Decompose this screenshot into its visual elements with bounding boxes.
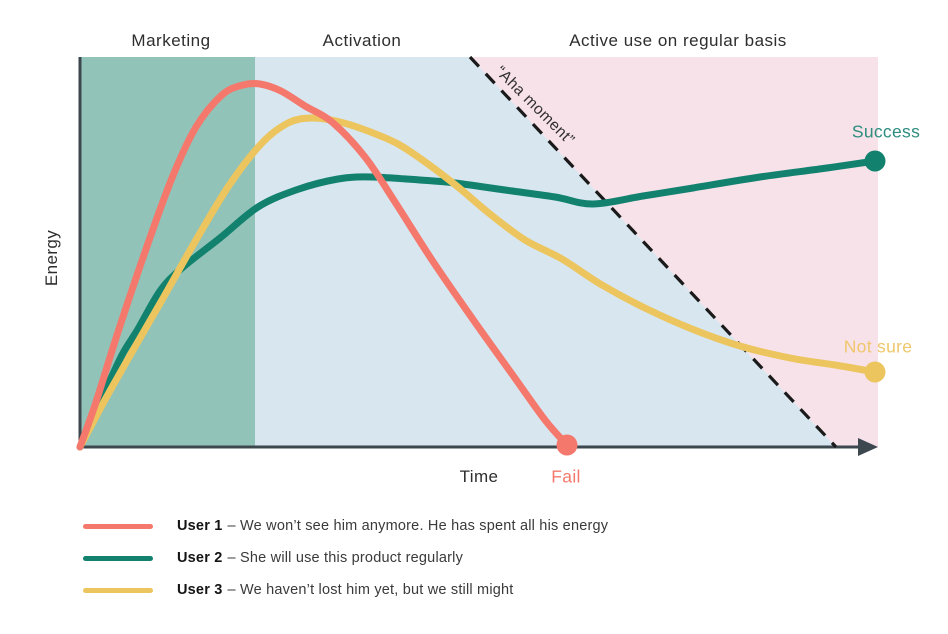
legend-text-user-3: User 3– We haven’t lost him yet, but we … <box>177 582 514 598</box>
user-3-curve <box>76 114 879 451</box>
legend-swatch-user-1 <box>83 523 153 529</box>
legend-user-2-desc: – She will use this product regularly <box>227 550 464 566</box>
phase-label-active-use: Active use on regular basis <box>569 31 787 50</box>
legend-user-3-name: User 3 <box>177 582 223 598</box>
aha-moment-line <box>468 55 838 449</box>
chart-svg <box>76 55 886 456</box>
legend-text-user-2: User 2– She will use this product regula… <box>177 550 463 566</box>
phase-label-marketing: Marketing <box>131 31 211 50</box>
legend-user-1-desc: – We won’t see him anymore. He has spent… <box>227 518 609 534</box>
user-2-end-dot <box>864 150 886 172</box>
legend-item-user-3: User 3– We haven’t lost him yet, but we … <box>83 581 608 599</box>
user-1-curve <box>76 79 571 451</box>
legend: User 1– We won’t see him anymore. He has… <box>83 517 608 613</box>
user-3-end-dot <box>864 361 886 383</box>
chart-canvas <box>76 55 886 456</box>
legend-item-user-1: User 1– We won’t see him anymore. He has… <box>83 517 608 535</box>
legend-user-3-desc: – We haven’t lost him yet, but we still … <box>227 582 514 598</box>
y-axis-label: Energy <box>42 229 61 287</box>
outcome-label-fail: Fail <box>551 466 581 487</box>
user-1-end-dot <box>556 434 578 456</box>
legend-text-user-1: User 1– We won’t see him anymore. He has… <box>177 518 608 534</box>
x-axis-label: Time <box>459 467 499 486</box>
user-2-curve <box>76 157 879 451</box>
region-active-use <box>470 57 878 447</box>
legend-user-1-name: User 1 <box>177 518 223 534</box>
outcome-label-success: Success <box>851 121 921 142</box>
x-axis-arrow-icon <box>858 438 878 456</box>
legend-swatch-user-3 <box>83 587 153 593</box>
legend-user-2-name: User 2 <box>177 550 223 566</box>
legend-item-user-2: User 2– She will use this product regula… <box>83 549 608 567</box>
legend-swatch-user-2 <box>83 555 153 561</box>
phase-label-activation: Activation <box>322 31 402 50</box>
outcome-label-not-sure: Not sure <box>843 336 913 357</box>
